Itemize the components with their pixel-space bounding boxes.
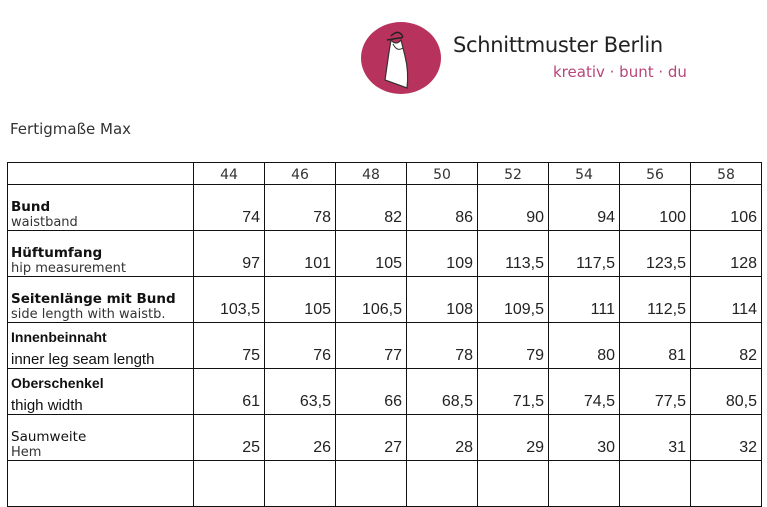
measurement-cell: 77,5 xyxy=(619,368,691,415)
measurement-cell: 82 xyxy=(335,184,407,231)
size-header: 58 xyxy=(690,162,762,185)
measurement-cell: 105 xyxy=(335,230,407,277)
measurement-cell: 114 xyxy=(690,276,762,323)
measurement-cell: 106 xyxy=(690,184,762,231)
measurement-cell: 81 xyxy=(619,322,691,369)
measurement-cell xyxy=(619,460,691,507)
measurement-cell xyxy=(264,460,336,507)
measurement-cell: 78 xyxy=(406,322,478,369)
measurement-cell: 27 xyxy=(335,414,407,461)
measurement-cell: 94 xyxy=(548,184,620,231)
brand-name: Schnittmuster Berlin xyxy=(453,33,663,57)
measurement-cell: 100 xyxy=(619,184,691,231)
size-header: 48 xyxy=(335,162,407,185)
measurement-cell: 111 xyxy=(548,276,620,323)
measurement-cell xyxy=(406,460,478,507)
corner-cell xyxy=(7,162,194,185)
table-row xyxy=(7,460,762,507)
table-row: Bund waistband 74 78 82 86 90 94 100 106 xyxy=(7,184,762,231)
page-title: Fertigmaße Max xyxy=(10,120,132,138)
table-row: Oberschenkel thigh width 61 63,5 66 68,5 71,5 7… xyxy=(7,368,762,415)
measurement-cell: 74 xyxy=(193,184,265,231)
row-label: Seitenlänge mit Bund side length with wai… xyxy=(7,276,194,323)
label-english: thigh width xyxy=(11,397,83,414)
measurement-cell: 86 xyxy=(406,184,478,231)
table-row: Innenbeinnaht inner leg seam length 75 76 77… xyxy=(7,322,762,369)
measurement-cell xyxy=(548,460,620,507)
row-label xyxy=(7,460,194,507)
measurement-cell: 108 xyxy=(406,276,478,323)
label-german: Saumweite xyxy=(11,429,87,445)
measurement-cell: 61 xyxy=(193,368,265,415)
measurement-cell: 76 xyxy=(264,322,336,369)
measurement-cell: 25 xyxy=(193,414,265,461)
row-label: Hüftumfang hip measurement xyxy=(7,230,194,277)
size-header: 52 xyxy=(477,162,549,185)
measurement-cell xyxy=(477,460,549,507)
measurement-cell: 109 xyxy=(406,230,478,277)
measurement-cell: 109,5 xyxy=(477,276,549,323)
measurement-cell: 28 xyxy=(406,414,478,461)
measurement-cell: 32 xyxy=(690,414,762,461)
measurement-cell: 113,5 xyxy=(477,230,549,277)
row-label: Bund waistband xyxy=(7,184,194,231)
label-german: Seitenlänge mit Bund xyxy=(11,291,176,307)
measurement-cell: 105 xyxy=(264,276,336,323)
measurement-cell: 112,5 xyxy=(619,276,691,323)
measurement-cell: 101 xyxy=(264,230,336,277)
measurement-cell: 63,5 xyxy=(264,368,336,415)
size-header: 50 xyxy=(406,162,478,185)
logo xyxy=(361,22,441,94)
row-label: Saumweite Hem xyxy=(7,414,194,461)
label-german: Bund xyxy=(11,199,51,215)
label-english: side length with waistb. xyxy=(11,307,166,322)
label-german: Hüftumfang xyxy=(11,245,103,261)
brand-tagline: kreativ · bunt · du xyxy=(553,63,687,81)
size-header: 56 xyxy=(619,162,691,185)
measurement-cell: 82 xyxy=(690,322,762,369)
measurement-cell: 77 xyxy=(335,322,407,369)
measurement-cell: 31 xyxy=(619,414,691,461)
measurement-cell: 66 xyxy=(335,368,407,415)
measurement-cell: 128 xyxy=(690,230,762,277)
row-label: Oberschenkel thigh width xyxy=(7,368,194,415)
dress-on-hanger-icon xyxy=(384,31,409,89)
measurement-cell: 106,5 xyxy=(335,276,407,323)
size-table: 44 46 48 50 52 54 56 58 Bund waistband 74 78 82 86 90 9… xyxy=(7,162,762,507)
measurement-cell: 117,5 xyxy=(548,230,620,277)
measurement-cell: 90 xyxy=(477,184,549,231)
size-header: 46 xyxy=(264,162,336,185)
measurement-cell: 75 xyxy=(193,322,265,369)
measurement-cell: 78 xyxy=(264,184,336,231)
label-english: hip measurement xyxy=(11,261,126,276)
measurement-cell: 80,5 xyxy=(690,368,762,415)
header-row: 44 46 48 50 52 54 56 58 xyxy=(7,162,762,185)
label-english: inner leg seam length xyxy=(11,351,155,368)
measurement-cell: 68,5 xyxy=(406,368,478,415)
measurement-cell: 80 xyxy=(548,322,620,369)
size-header: 54 xyxy=(548,162,620,185)
measurement-cell xyxy=(335,460,407,507)
measurement-cell: 79 xyxy=(477,322,549,369)
table-row: Saumweite Hem 25 26 27 28 29 30 31 32 xyxy=(7,414,762,461)
label-english: waistband xyxy=(11,215,78,230)
measurement-cell xyxy=(690,460,762,507)
table-row: Hüftumfang hip measurement 97 101 105 109 113,… xyxy=(7,230,762,277)
measurement-cell: 103,5 xyxy=(193,276,265,323)
label-german: Innenbeinnaht xyxy=(11,329,107,345)
measurement-cell: 74,5 xyxy=(548,368,620,415)
measurement-cell: 123,5 xyxy=(619,230,691,277)
measurement-cell: 26 xyxy=(264,414,336,461)
measurement-cell: 97 xyxy=(193,230,265,277)
measurement-cell: 71,5 xyxy=(477,368,549,415)
measurement-cell: 29 xyxy=(477,414,549,461)
size-header: 44 xyxy=(193,162,265,185)
label-german: Oberschenkel xyxy=(11,375,104,391)
measurement-cell: 30 xyxy=(548,414,620,461)
label-english: Hem xyxy=(11,445,42,460)
measurement-cell xyxy=(193,460,265,507)
row-label: Innenbeinnaht inner leg seam length xyxy=(7,322,194,369)
table-row: Seitenlänge mit Bund side length with wai… xyxy=(7,276,762,323)
